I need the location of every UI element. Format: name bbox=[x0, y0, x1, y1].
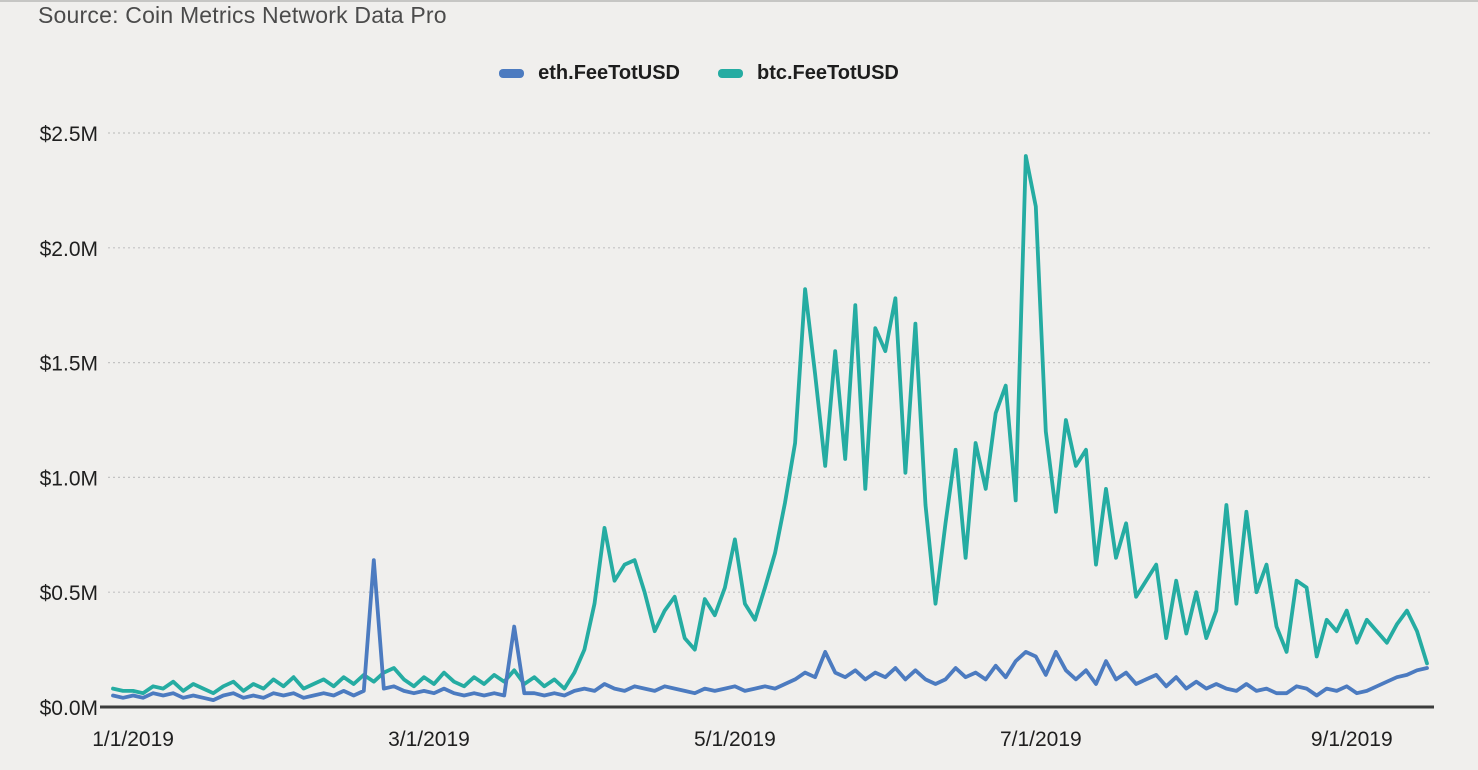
y-tick-label: $2.5M bbox=[40, 123, 98, 146]
x-tick-label: 3/1/2019 bbox=[388, 728, 470, 751]
btc-series-swatch-icon bbox=[718, 69, 743, 78]
eth-series-swatch-icon bbox=[499, 69, 525, 78]
eth-line bbox=[111, 558, 1429, 702]
x-tick-label: 1/1/2019 bbox=[92, 728, 174, 751]
x-tick-label: 9/1/2019 bbox=[1311, 728, 1393, 751]
btc-line bbox=[111, 154, 1429, 696]
x-tick-label: 7/1/2019 bbox=[1000, 728, 1082, 751]
btc-legend-label: btc.FeeTotUSD bbox=[757, 62, 899, 84]
legend-item-eth: eth.FeeTotUSD bbox=[499, 62, 680, 85]
y-tick-label: $1.0M bbox=[40, 467, 98, 490]
y-tick-label: $0.5M bbox=[40, 582, 98, 605]
y-tick-label: $0.0M bbox=[40, 697, 98, 720]
x-tick-label: 5/1/2019 bbox=[694, 728, 776, 751]
eth-legend-label: eth.FeeTotUSD bbox=[538, 62, 680, 84]
top-edge-divider bbox=[0, 0, 1478, 2]
y-tick-label: $2.0M bbox=[40, 238, 98, 261]
chart-legend: eth.FeeTotUSD btc.FeeTotUSD bbox=[0, 62, 1438, 85]
source-attribution: Source: Coin Metrics Network Data Pro bbox=[38, 2, 447, 28]
y-tick-label: $1.5M bbox=[40, 353, 98, 376]
legend-item-btc: btc.FeeTotUSD bbox=[718, 62, 899, 85]
